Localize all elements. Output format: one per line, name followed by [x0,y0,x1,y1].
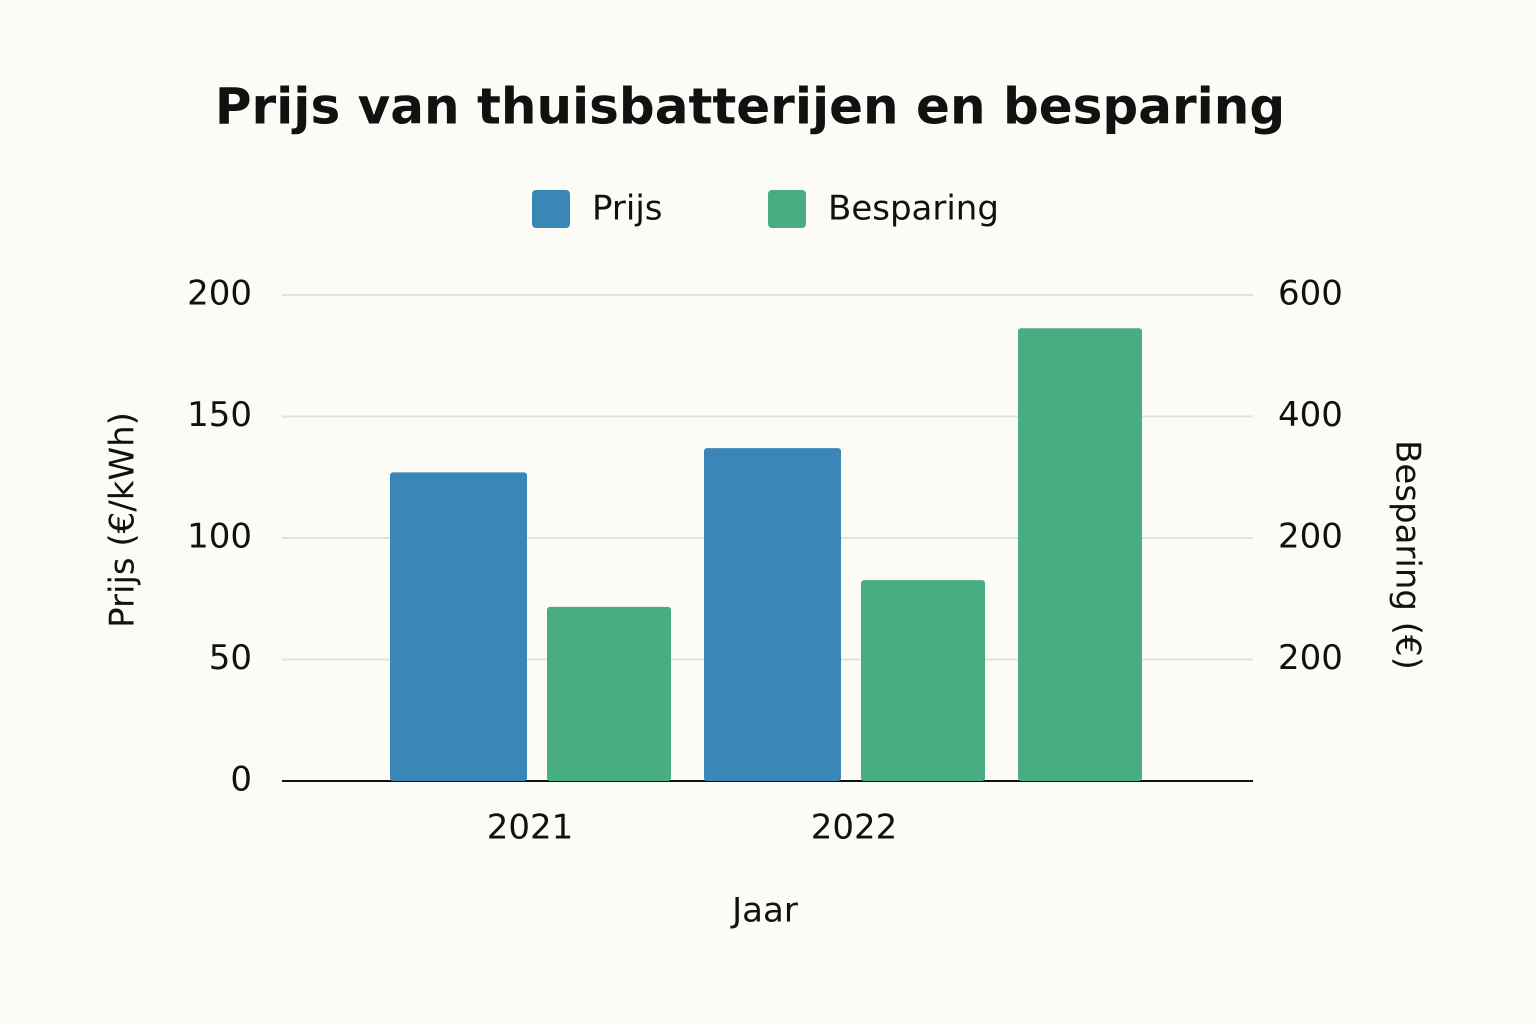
y-tick-label: 150 [187,395,252,435]
y2-axis-label: Besparing (€) [1388,440,1428,670]
y2-tick-label: 200 [1278,517,1343,557]
bar [861,580,985,781]
y2-tick-label: 600 [1278,274,1343,314]
legend-swatch [768,190,806,228]
y-tick-label: 100 [187,517,252,557]
bar [390,472,527,781]
y-axis-label: Prijs (€/kWh) [103,412,143,628]
y-tick-label: 50 [209,638,252,678]
y-tick-label: 0 [230,760,252,800]
x-tick-label: 2021 [487,808,574,848]
bar [1018,328,1142,781]
legend-label: Besparing [828,189,999,229]
legend-label: Prijs [592,189,663,229]
x-tick-label: 2022 [811,808,898,848]
y-tick-label: 200 [187,274,252,314]
chart-title: Prijs van thuisbatterijen en besparing [215,78,1285,136]
bar [704,448,841,781]
legend-swatch [532,190,570,228]
y2-tick-label: 200 [1278,638,1343,678]
y2-tick-label: 400 [1278,395,1343,435]
bar [547,606,671,781]
x-axis-label: Jaar [730,891,798,931]
